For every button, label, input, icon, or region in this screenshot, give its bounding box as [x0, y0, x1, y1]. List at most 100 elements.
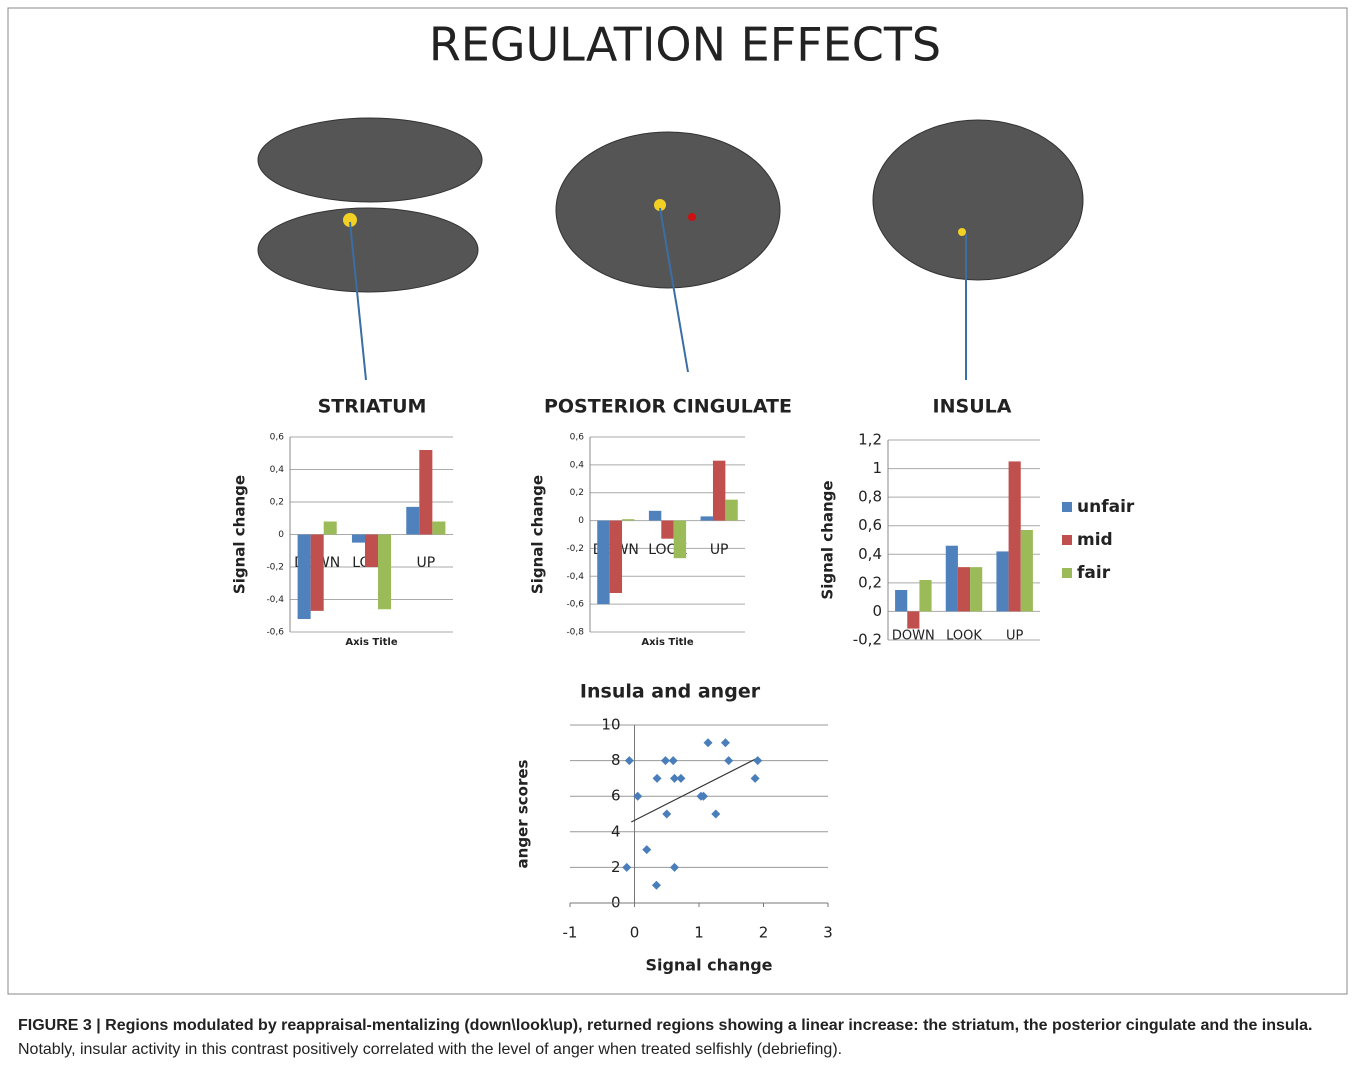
- y-tick-label: -0,2: [853, 631, 882, 649]
- point: [653, 774, 662, 783]
- y-tick-label: 0: [578, 516, 584, 526]
- bar: [365, 535, 378, 568]
- caption-text: Notably, insular activity in this contra…: [18, 1041, 842, 1058]
- bar: [701, 516, 713, 520]
- y-tick-label: 6: [611, 787, 621, 805]
- bar: [419, 450, 432, 535]
- bar: [907, 611, 919, 628]
- y-tick-label: 0,6: [570, 433, 585, 443]
- y-tick-label: 0,6: [270, 433, 285, 443]
- figure-title: REGULATION EFFECTS: [429, 18, 941, 72]
- y-tick-label: 0,2: [570, 488, 584, 498]
- point: [662, 810, 671, 819]
- y-tick-label: 8: [611, 751, 621, 769]
- point: [711, 810, 720, 819]
- x-tick-label: 3: [823, 924, 833, 942]
- point: [670, 863, 679, 872]
- y-tick-label: 0,2: [858, 573, 882, 591]
- point: [652, 881, 661, 890]
- y-axis-title: Signal change: [819, 480, 837, 599]
- caption: FIGURE 3 | Regions modulated by reapprai…: [18, 1014, 1338, 1062]
- x-axis-title: Axis Title: [345, 637, 398, 648]
- y-tick-label: 0,4: [270, 465, 285, 475]
- x-tick-label: 0: [630, 924, 640, 942]
- y-tick-label: 1,2: [858, 431, 882, 449]
- x-tick-label: 1: [694, 924, 704, 942]
- bar: [970, 567, 982, 611]
- x-tick-label: LOOK: [946, 629, 982, 644]
- bar: [622, 519, 634, 520]
- x-axis-title: Axis Title: [641, 637, 694, 648]
- chart-title: POSTERIOR CINGULATE: [544, 396, 792, 418]
- y-tick-label: 0,4: [858, 545, 882, 563]
- y-axis-title: anger scores: [514, 759, 532, 868]
- y-tick-label: -0,6: [566, 600, 584, 610]
- bar: [311, 535, 324, 611]
- point: [622, 863, 631, 872]
- y-tick-label: 0,6: [858, 516, 882, 534]
- bar: [958, 567, 970, 611]
- y-tick-label: 2: [611, 858, 621, 876]
- figure: REGULATION EFFECTS STRIATUM Signal change…: [0, 0, 1355, 1000]
- bar: [996, 551, 1008, 611]
- x-tick-label: 2: [759, 924, 769, 942]
- y-tick-label: 1: [872, 459, 882, 477]
- legend-swatch: [1062, 535, 1072, 545]
- x-tick-label: DOWN: [892, 629, 935, 644]
- bar: [1009, 461, 1021, 611]
- y-tick-label: -0,2: [566, 544, 584, 554]
- legend-label: mid: [1077, 530, 1113, 550]
- chart-title: STRIATUM: [318, 396, 427, 418]
- y-tick-label: -0,8: [566, 628, 584, 638]
- x-axis-title: Signal change: [645, 956, 772, 975]
- caption-bold: FIGURE 3 | Regions modulated by reapprai…: [18, 1017, 1312, 1034]
- point: [753, 756, 762, 765]
- chart-title: Insula and anger: [580, 681, 761, 703]
- bar: [1021, 530, 1033, 611]
- bar: [597, 521, 609, 605]
- chart-title: INSULA: [933, 396, 1012, 418]
- point: [724, 756, 733, 765]
- y-tick-label: 4: [611, 822, 621, 840]
- point: [669, 756, 678, 765]
- legend-label: unfair: [1077, 497, 1135, 517]
- bar: [725, 500, 737, 521]
- y-tick-label: -0,4: [566, 572, 584, 582]
- bar: [661, 521, 673, 539]
- legend-swatch: [1062, 568, 1072, 578]
- y-axis-title: Signal change: [529, 475, 547, 594]
- x-tick-label: UP: [710, 542, 729, 558]
- y-tick-label: 0,4: [570, 460, 585, 470]
- bar: [378, 535, 391, 610]
- y-axis-title: Signal change: [231, 475, 249, 594]
- bar: [432, 522, 445, 535]
- bar: [674, 521, 686, 559]
- bar: [406, 507, 419, 535]
- y-tick-label: 10: [601, 716, 620, 734]
- point: [661, 756, 670, 765]
- y-tick-label: 0: [278, 530, 284, 540]
- point: [704, 738, 713, 747]
- bar: [919, 580, 931, 611]
- bar: [324, 522, 337, 535]
- legend-label: fair: [1077, 563, 1111, 583]
- y-tick-label: 0: [872, 602, 882, 620]
- bar: [649, 511, 661, 521]
- y-tick-label: -0,2: [266, 563, 284, 573]
- y-tick-label: 0,2: [270, 498, 284, 508]
- bar: [713, 461, 725, 521]
- point: [721, 738, 730, 747]
- bar: [946, 546, 958, 612]
- y-tick-label: -0,4: [266, 595, 284, 605]
- bar: [895, 590, 907, 611]
- point: [751, 774, 760, 783]
- x-tick-label: UP: [1006, 629, 1024, 644]
- y-tick-label: 0,8: [858, 488, 882, 506]
- legend-swatch: [1062, 502, 1072, 512]
- x-tick-label: -1: [563, 924, 578, 942]
- page: REGULATION EFFECTS STRIATUM Signal change…: [0, 0, 1355, 1072]
- x-tick-label: UP: [416, 555, 435, 571]
- y-tick-label: -0,6: [266, 628, 284, 638]
- bar: [298, 535, 311, 620]
- trendline: [631, 758, 757, 822]
